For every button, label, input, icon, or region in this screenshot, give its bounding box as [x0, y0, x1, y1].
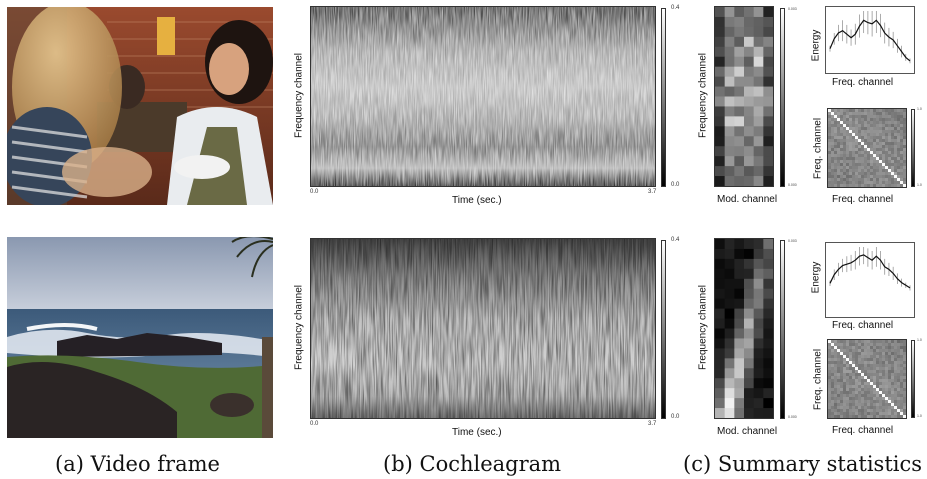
modulation-cbar-min: 0.000: [788, 415, 797, 419]
modulation-cbar-min: 0.000: [788, 183, 797, 187]
correlation-cbar-min: 1.0: [917, 183, 922, 187]
cochleagram-cbar-max: 0.4: [671, 5, 680, 11]
modulation-ylabel: Frequency channel: [697, 52, 709, 139]
cochleagram-cbar-max: 0.4: [671, 237, 680, 243]
energy-line: [829, 254, 911, 289]
cochleagram-ylabel: Frequency channel: [293, 52, 305, 139]
energy-xlabel: Freq. channel: [832, 77, 894, 88]
correlation-matrix-crowd: [827, 108, 907, 188]
modulation-xlabel: Mod. channel: [717, 194, 778, 205]
caption-video-frame: (a) Video frame: [55, 452, 220, 476]
video-frame-ocean: [7, 237, 273, 438]
caption-summary-statistics: (c) Summary statistics: [683, 452, 923, 476]
cochleagram-x-start: 0.0: [310, 421, 319, 427]
modulation-xlabel: Mod. channel: [717, 426, 778, 437]
correlation-ylabel: Freq. channel: [812, 117, 824, 180]
cochleagram-ocean: [310, 238, 656, 419]
correlation-xlabel: Freq. channel: [832, 425, 894, 436]
correlation-cbar-max: 1.0: [917, 107, 922, 111]
correlation-colorbar-ocean: [911, 340, 915, 418]
caption-cochleagram: (b) Cochleagram: [383, 452, 562, 476]
cochleagram-x-end: 3.7: [648, 189, 657, 195]
cochleagram-xlabel: Time (sec.): [452, 427, 502, 438]
cochleagram-colorbar-ocean: [661, 240, 666, 419]
modulation-ylabel: Frequency channel: [697, 284, 709, 371]
energy-xlabel: Freq. channel: [832, 320, 894, 331]
modulation-colorbar-ocean: [780, 240, 785, 419]
modulation-cbar-max: 0.003: [788, 239, 797, 243]
cochleagram-cbar-min: 0.0: [671, 414, 680, 420]
cochleagram-cbar-min: 0.0: [671, 182, 680, 188]
correlation-cbar-min: 1.0: [917, 414, 922, 418]
modulation-heatmap-crowd: [714, 6, 774, 187]
correlation-cbar-max: 1.0: [917, 338, 922, 342]
correlation-xlabel: Freq. channel: [832, 194, 894, 205]
energy-ylabel: Energy: [810, 29, 822, 62]
cochleagram-xlabel: Time (sec.): [452, 195, 502, 206]
modulation-heatmap-ocean: [714, 238, 774, 419]
video-frame-crowd: [7, 7, 273, 205]
cochleagram-x-end: 3.7: [648, 421, 657, 427]
energy-ylabel: Energy: [810, 261, 822, 294]
energy-plot-crowd: [825, 6, 915, 74]
modulation-cbar-max: 0.003: [788, 7, 797, 11]
energy-line: [829, 19, 911, 62]
energy-plot-ocean: [825, 242, 915, 318]
modulation-colorbar-crowd: [780, 8, 785, 187]
cochleagram-ylabel: Frequency channel: [293, 284, 305, 371]
cochleagram-colorbar-crowd: [661, 8, 666, 187]
cochleagram-x-start: 0.0: [310, 189, 319, 195]
correlation-matrix-ocean: [827, 339, 907, 419]
correlation-colorbar-crowd: [911, 109, 915, 187]
cochleagram-crowd: [310, 6, 656, 187]
correlation-ylabel: Freq. channel: [812, 348, 824, 411]
